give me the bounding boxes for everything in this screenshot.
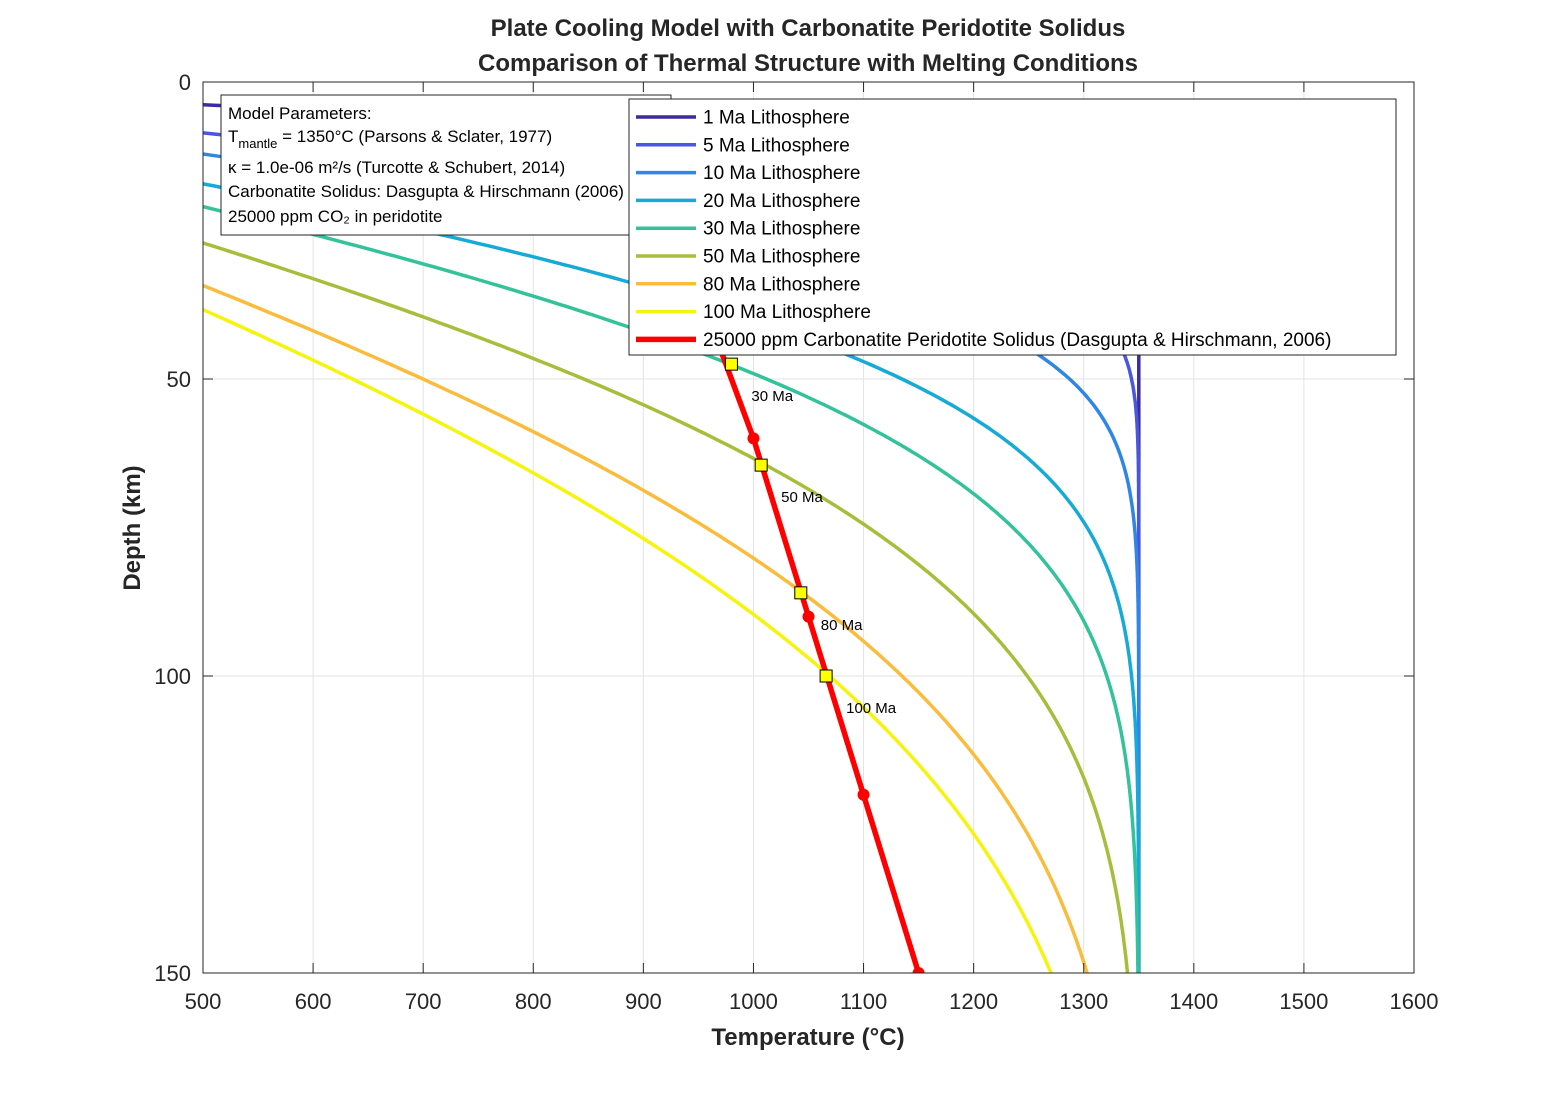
x-axis-label: Temperature (°C) xyxy=(711,1024,904,1051)
intersection-markers: 30 Ma 50 Ma 80 Ma 100 Ma xyxy=(724,357,897,717)
x-tick-label: 1600 xyxy=(1390,989,1439,1014)
legend-items: 1 Ma Lithosphere 5 Ma Lithosphere 10 Ma Li… xyxy=(636,108,1331,351)
intersection-marker xyxy=(724,357,738,371)
intersection-label: 30 Ma xyxy=(751,388,793,405)
annotation-kappa: κ = 1.0e-06 m²/s (Turcotte & Schubert, 2… xyxy=(228,158,565,177)
y-tick-label: 0 xyxy=(179,70,191,95)
annotation-background xyxy=(220,94,672,236)
solidus-point xyxy=(747,432,760,445)
geotherm-line xyxy=(203,283,1089,973)
x-tick-label: 800 xyxy=(515,989,552,1014)
solidus-point xyxy=(912,967,925,973)
y-tick-label: 50 xyxy=(167,367,191,392)
x-tick-label: 1300 xyxy=(1059,989,1108,1014)
intersection-label: 80 Ma xyxy=(821,617,863,634)
intersection-marker xyxy=(754,458,768,472)
annotation-solidus-reference: Carbonatite Solidus: Dasgupta & Hirschma… xyxy=(228,182,624,201)
legend-label: 30 Ma Lithosphere xyxy=(703,219,860,240)
legend-label: 1 Ma Lithosphere xyxy=(703,108,850,129)
x-tick-label: 1500 xyxy=(1279,989,1328,1014)
intersection-label: 50 Ma xyxy=(781,489,823,506)
x-tick-label: 1200 xyxy=(949,989,998,1014)
solidus-point xyxy=(857,788,870,801)
chart-title-line-2: Comparison of Thermal Structure with Mel… xyxy=(478,50,1138,77)
legend-label: 10 Ma Lithosphere xyxy=(703,163,860,184)
x-tick-label: 1100 xyxy=(840,989,887,1014)
intersection-marker xyxy=(794,586,808,600)
x-tick-label: 600 xyxy=(295,989,332,1014)
annotation-co2: 25000 ppm CO₂ in peridotite xyxy=(228,207,443,226)
axis-ticks: 500 600 700 800 900 1000 1100 1200 1300 1400 1500 1… xyxy=(154,70,1438,1014)
x-tick-label: 900 xyxy=(625,989,662,1014)
solidus-point xyxy=(802,610,815,623)
tmantle-symbol: T xyxy=(228,127,238,146)
annotation-tmantle: Tmantle = 1350°C (Parsons & Sclater, 197… xyxy=(228,127,552,151)
plot-frame xyxy=(202,81,1415,974)
intersection-label: 100 Ma xyxy=(846,700,897,717)
tmantle-text: = 1350°C (Parsons & Sclater, 1977) xyxy=(277,127,552,146)
x-tick-label: 1400 xyxy=(1169,989,1218,1014)
legend-label: 80 Ma Lithosphere xyxy=(703,274,860,295)
model-parameters-box: Model Parameters: Tmantle = 1350°C (Pars… xyxy=(220,94,672,236)
legend-box xyxy=(628,98,1397,356)
legend-label: 50 Ma Lithosphere xyxy=(703,247,860,268)
x-tick-label: 500 xyxy=(185,989,222,1014)
y-axis-label: Depth (km) xyxy=(119,465,146,590)
legend: 1 Ma Lithosphere 5 Ma Lithosphere 10 Ma Li… xyxy=(628,98,1397,356)
x-tick-label: 1000 xyxy=(729,989,778,1014)
tmantle-subscript: mantle xyxy=(238,136,277,151)
geotherm-line xyxy=(203,241,1130,973)
x-tick-label: 700 xyxy=(405,989,442,1014)
y-tick-label: 100 xyxy=(154,664,191,689)
solidus-series xyxy=(703,313,925,973)
legend-label: 5 Ma Lithosphere xyxy=(703,135,850,156)
legend-label: 100 Ma Lithosphere xyxy=(703,302,871,323)
geotherm-line xyxy=(203,307,1053,973)
y-tick-label: 150 xyxy=(154,961,191,986)
legend-label: 25000 ppm Carbonatite Peridotite Solidus… xyxy=(703,330,1331,351)
intersection-marker xyxy=(819,669,833,683)
annotation-heading: Model Parameters: xyxy=(228,104,372,123)
legend-label: 20 Ma Lithosphere xyxy=(703,191,860,212)
chart-title-line-1: Plate Cooling Model with Carbonatite Per… xyxy=(491,15,1126,42)
